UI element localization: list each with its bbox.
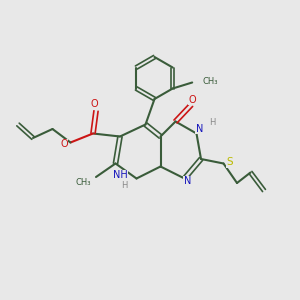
- Text: N: N: [196, 124, 203, 134]
- Text: CH₃: CH₃: [75, 178, 91, 187]
- Text: H: H: [209, 118, 215, 127]
- Text: N: N: [184, 176, 191, 187]
- Text: S: S: [226, 157, 233, 167]
- Text: O: O: [60, 139, 68, 149]
- Text: H: H: [121, 182, 127, 190]
- Text: NH: NH: [113, 170, 128, 181]
- Text: O: O: [91, 99, 98, 110]
- Text: O: O: [189, 94, 196, 105]
- Text: CH₃: CH₃: [203, 76, 218, 85]
